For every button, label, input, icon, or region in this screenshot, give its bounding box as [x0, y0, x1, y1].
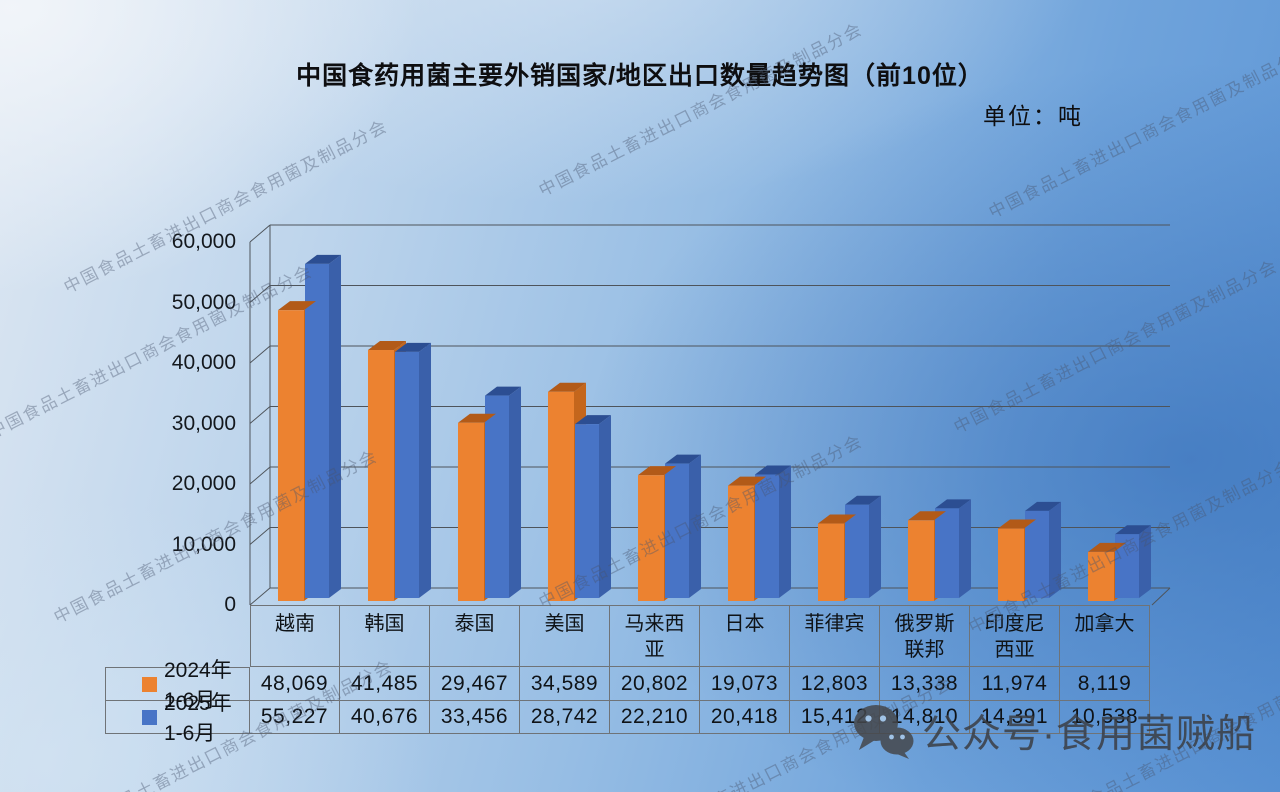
bar-top-2024年1-6月 [818, 514, 856, 524]
bar-top-2024年1-6月 [278, 301, 316, 311]
gridline-wall-connector [249, 224, 271, 243]
gridline-wall-connector [249, 345, 271, 364]
bar-2024年1-6月-泰国 [458, 422, 484, 601]
bar-2024年1-6月-日本 [728, 485, 754, 601]
legend-cell: 2025年1-6月 [105, 692, 250, 745]
bar-top-2024年1-6月 [638, 466, 676, 476]
value-cell: 10,538 [1060, 701, 1150, 734]
legend-label: 2024年1-6月 [164, 659, 232, 712]
value-cell: 28,742 [520, 701, 610, 734]
bar-2025年1-6月-越南 [305, 263, 329, 598]
bar-top-2024年1-6月 [368, 341, 406, 351]
value-cell: 41,485 [340, 667, 430, 701]
bar-side-2025年1-6月 [419, 342, 431, 598]
bar-side-2025年1-6月 [779, 465, 791, 598]
bar-2024年1-6月-马来西亚 [638, 475, 664, 601]
value-cell: 12,803 [790, 667, 880, 701]
bar-top-2024年1-6月 [458, 413, 496, 423]
y-axis-label: 10,000 [171, 532, 236, 556]
bar-2025年1-6月-马来西亚 [665, 463, 689, 598]
value-cell: 20,802 [610, 667, 700, 701]
bar-2024年1-6月-越南 [278, 310, 304, 601]
category-cell: 俄罗斯联邦 [880, 605, 970, 667]
wechat-watermark: 公众号·食用菌贼船 [852, 703, 1256, 759]
category-cell: 印度尼西亚 [970, 605, 1060, 667]
gridline-wall-connector [249, 587, 271, 606]
bar-top-2024年1-6月 [1088, 542, 1126, 552]
y-axis-label: 20,000 [171, 472, 236, 495]
y-axis-label: 60,000 [171, 230, 236, 253]
category-cell: 加拿大 [1060, 605, 1150, 667]
y-axis-label: 30,000 [171, 411, 236, 435]
value-cell: 20,418 [700, 701, 790, 734]
value-cell: 55,227 [250, 701, 340, 734]
y-axis-label: 40,000 [171, 351, 236, 374]
bar-2024年1-6月-菲律宾 [818, 523, 844, 601]
value-cell: 22,210 [610, 701, 700, 734]
y-axis-label: 50,000 [171, 290, 236, 314]
bar-2025年1-6月-美国 [575, 424, 599, 598]
legend-swatch [142, 709, 157, 725]
value-cell: 19,073 [700, 667, 790, 701]
bar-2024年1-6月-俄罗斯联邦 [908, 520, 934, 601]
bar-top-2024年1-6月 [908, 511, 946, 521]
bar-side-2025年1-6月 [329, 254, 341, 598]
category-cell: 菲律宾 [790, 605, 880, 667]
legend-cell: 2024年1-6月 [105, 659, 250, 712]
legend-swatch [142, 676, 157, 692]
value-cell: 29,467 [430, 667, 520, 701]
chart-title: 中国食药用菌主要外销国家/地区出口数量趋势图（前10位） [296, 62, 984, 90]
gridline-wall-connector [249, 406, 271, 424]
bar-side-2025年1-6月 [509, 386, 521, 598]
bar-2025年1-6月-泰国 [485, 395, 509, 598]
bar-2025年1-6月-菲律宾 [845, 504, 869, 598]
bar-2025年1-6月-韩国 [395, 351, 419, 598]
bar-top-2024年1-6月 [548, 382, 586, 392]
value-cell: 14,391 [970, 701, 1060, 734]
value-cell: 13,338 [880, 667, 970, 701]
bar-2024年1-6月-美国 [548, 391, 574, 601]
category-cell: 泰国 [430, 605, 520, 667]
value-cell: 33,456 [430, 701, 520, 734]
bar-side-2025年1-6月 [1139, 525, 1151, 598]
bar-side-2025年1-6月 [599, 415, 611, 598]
bar-2025年1-6月-俄罗斯联邦 [935, 508, 959, 598]
bar-2025年1-6月-印度尼西亚 [1025, 510, 1049, 598]
gridline-wall-connector [249, 466, 271, 485]
category-cell: 美国 [520, 605, 610, 667]
y-axis-label: 0 [224, 593, 236, 616]
wechat-account-text: 公众号·食用菌贼船 [922, 713, 1256, 756]
gridline-wall-connector [249, 285, 271, 303]
category-cell: 马来西亚 [610, 605, 700, 667]
unit-label: 单位：吨 [983, 104, 1083, 129]
bar-top-2024年1-6月 [998, 519, 1036, 529]
bar-2024年1-6月-加拿大 [1088, 551, 1114, 601]
value-cell: 8,119 [1060, 667, 1150, 701]
category-cell: 韩国 [340, 605, 430, 667]
category-cell: 越南 [250, 605, 340, 667]
gridline-wall-connector [249, 527, 271, 545]
bar-2024年1-6月-印度尼西亚 [998, 528, 1024, 601]
data-table: 越南 韩国 泰国 美国 马来西亚 日本 菲律宾 俄罗斯联邦 印度尼西亚 加拿大 2024年1-6月 4… [105, 605, 1150, 745]
bar-2024年1-6月-韩国 [368, 350, 394, 601]
bar-side-2025年1-6月 [1049, 501, 1061, 598]
category-cell: 日本 [700, 605, 790, 667]
value-cell: 11,974 [970, 667, 1060, 701]
bar-2025年1-6月-日本 [755, 474, 779, 598]
wechat-icon [854, 705, 914, 759]
value-cell: 48,069 [250, 667, 340, 701]
bar-top-2024年1-6月 [728, 476, 766, 486]
value-cell: 40,676 [340, 701, 430, 734]
legend-label: 2025年1-6月 [164, 692, 232, 745]
value-cell: 34,589 [520, 667, 610, 701]
floor-right-edge [1151, 587, 1171, 606]
value-cell: 14,810 [880, 701, 970, 734]
bar-side-2025年1-6月 [959, 499, 971, 598]
bar-side-2025年1-6月 [689, 454, 701, 598]
bar-side-2025年1-6月 [869, 495, 881, 598]
